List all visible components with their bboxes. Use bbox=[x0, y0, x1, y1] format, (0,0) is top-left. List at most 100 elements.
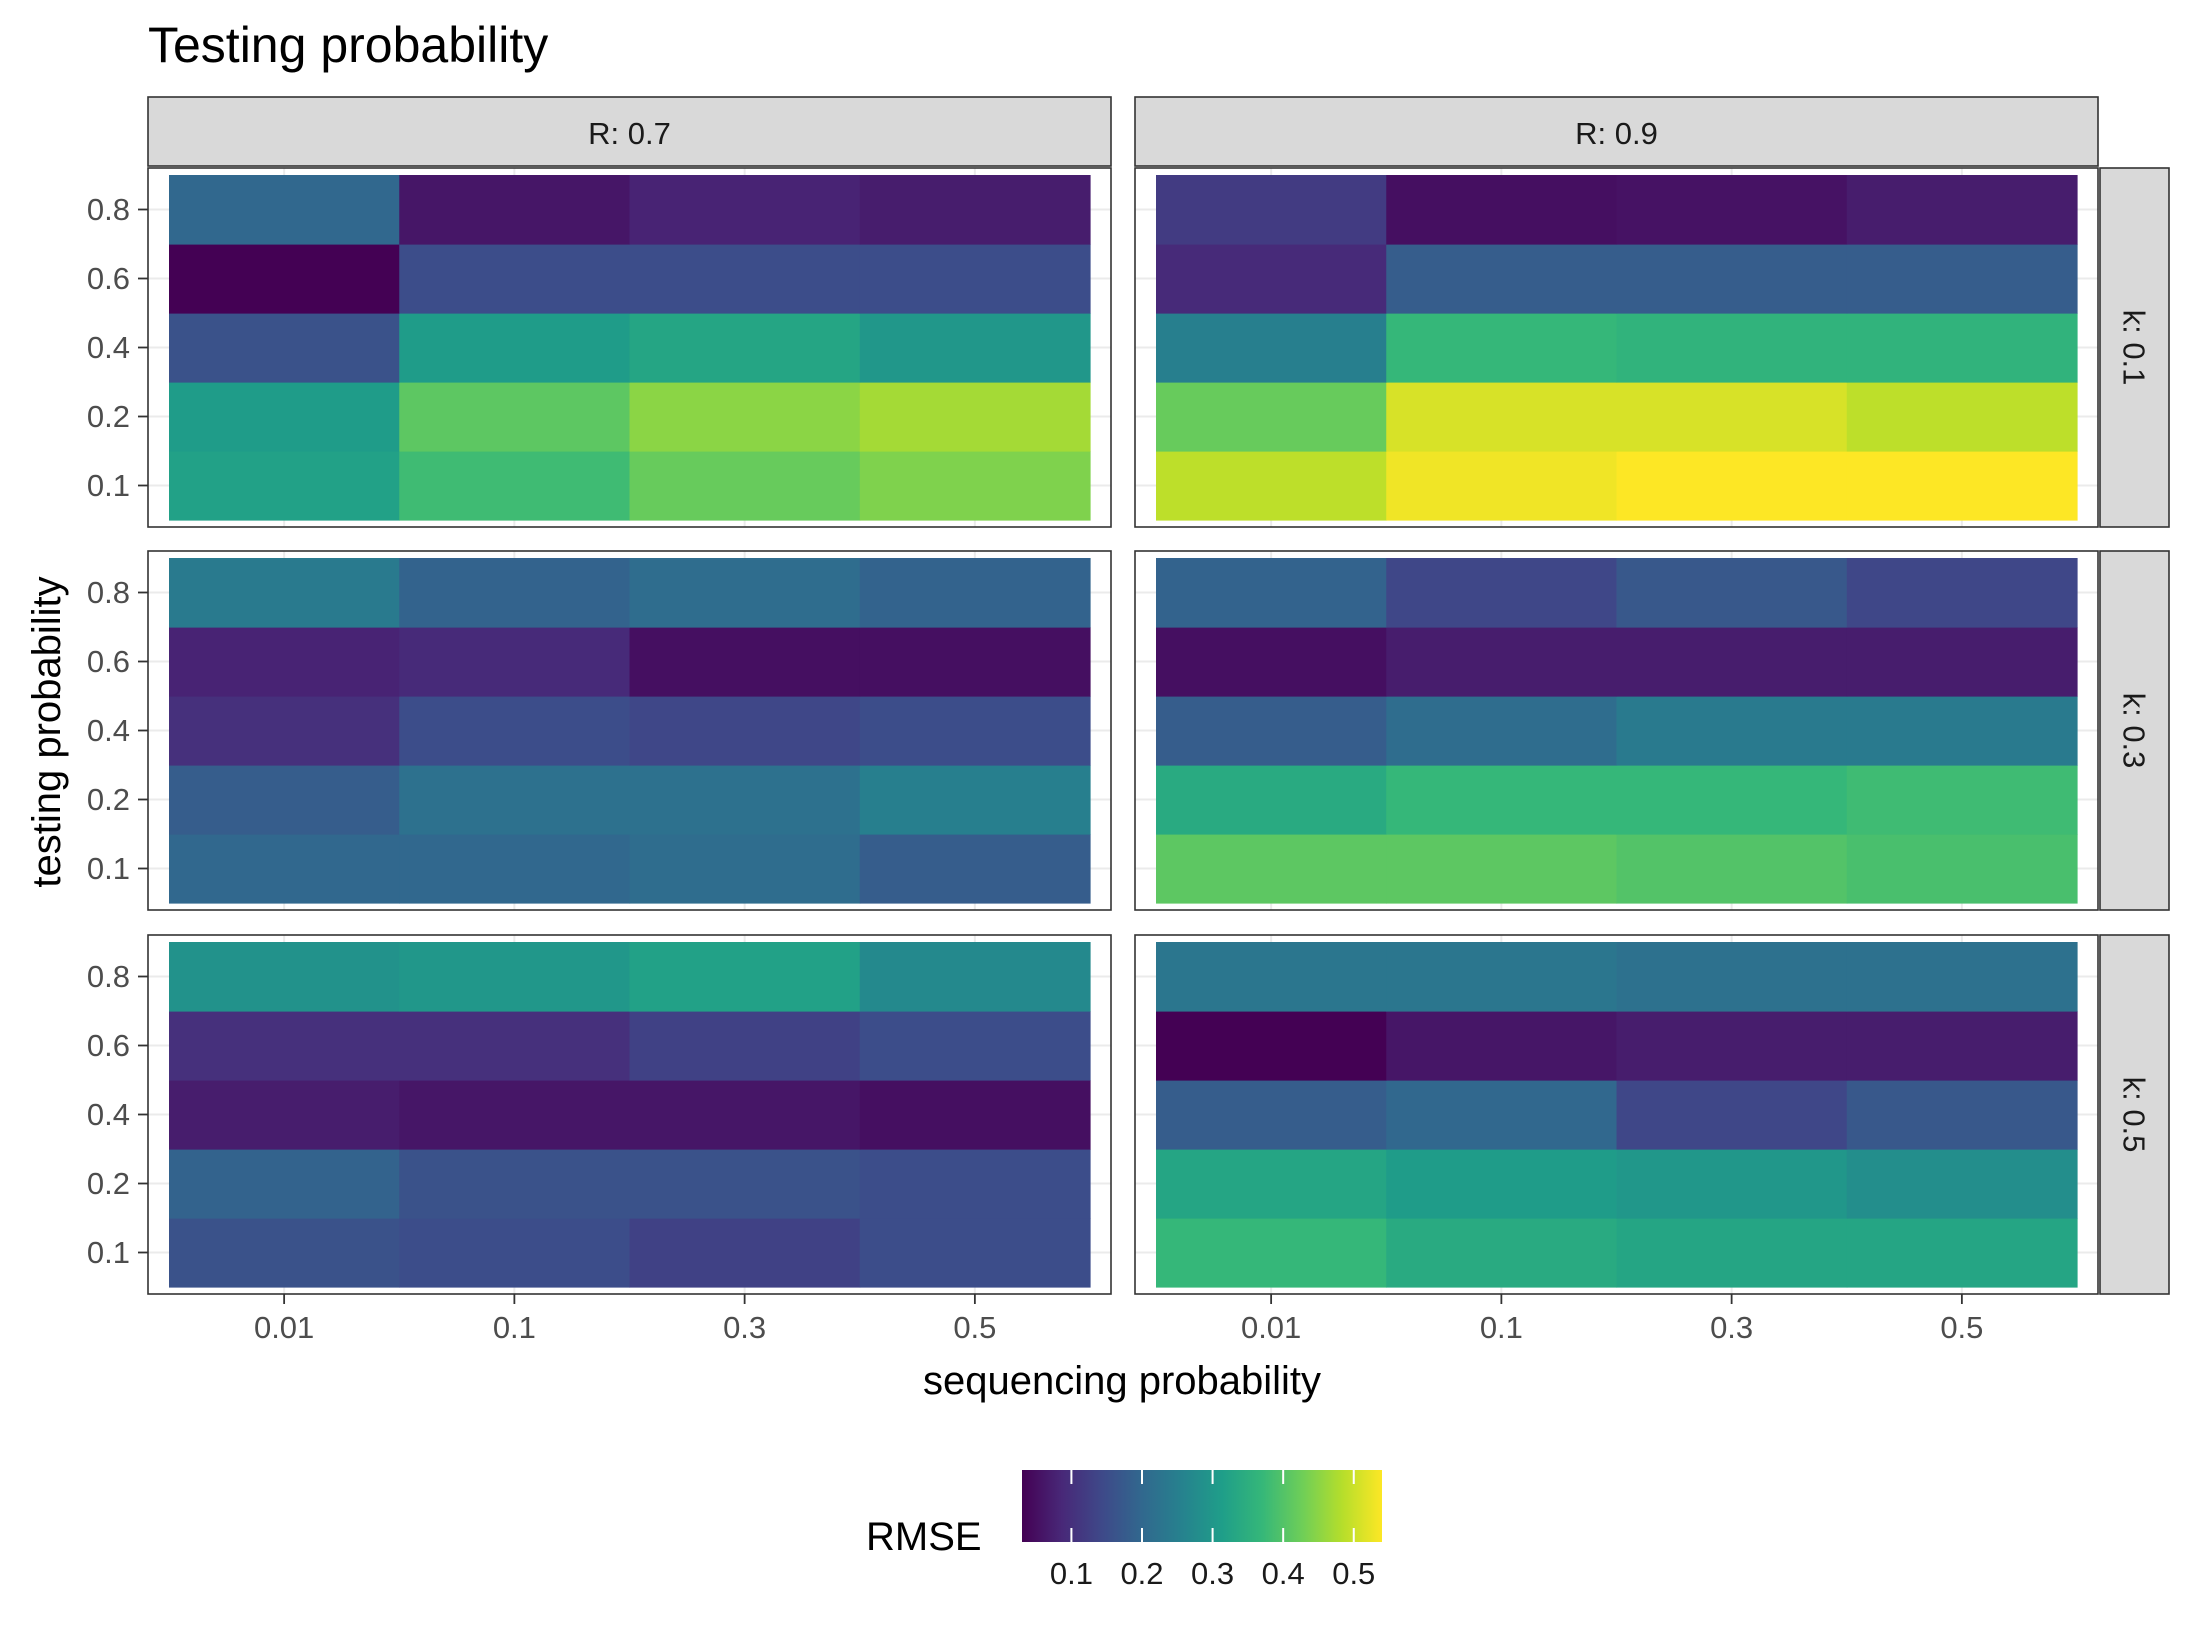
y-tick-label: 0.2 bbox=[87, 399, 130, 434]
heatmap-tile bbox=[1846, 834, 2078, 904]
heatmap-tile bbox=[629, 244, 861, 314]
y-tick-label: 0.6 bbox=[87, 644, 130, 679]
heatmap-tile bbox=[399, 834, 631, 904]
heatmap-tile bbox=[1386, 1011, 1618, 1081]
heatmap-tile bbox=[1846, 1080, 2078, 1150]
heatmap-tile bbox=[629, 1149, 861, 1219]
heatmap-tile bbox=[169, 696, 400, 766]
heatmap-tile bbox=[629, 834, 861, 904]
heatmap-tile bbox=[1156, 175, 1387, 245]
heatmap-tile bbox=[629, 627, 861, 697]
facet-strip-r-0-9 bbox=[1134, 96, 2099, 167]
heatmap-tile bbox=[1846, 942, 2078, 1012]
y-tick-label: 0.1 bbox=[87, 851, 130, 886]
heatmap-tile bbox=[629, 451, 861, 521]
heatmap-tile bbox=[859, 1080, 1091, 1150]
heatmap-tile bbox=[1386, 1149, 1618, 1219]
heatmap-tile bbox=[1386, 558, 1618, 628]
heatmap-tile bbox=[169, 942, 400, 1012]
heatmap-tile bbox=[399, 175, 631, 245]
y-tick-label: 0.4 bbox=[87, 713, 130, 748]
heatmap-tile bbox=[1846, 765, 2078, 835]
heatmap-tile bbox=[1156, 627, 1387, 697]
heatmap-tile bbox=[629, 313, 861, 383]
heatmap-tile bbox=[1616, 382, 1848, 452]
legend-tick-label: 0.1 bbox=[1050, 1556, 1093, 1591]
heatmap-tile bbox=[169, 1080, 400, 1150]
heatmap-tile bbox=[169, 451, 400, 521]
heatmap-tile bbox=[399, 765, 631, 835]
heatmap-tile bbox=[169, 1149, 400, 1219]
heatmap-tile bbox=[1846, 313, 2078, 383]
facet-strip-label: k: 0.3 bbox=[2117, 693, 2152, 769]
heatmap-tile bbox=[169, 313, 400, 383]
heatmap-tile bbox=[629, 1080, 861, 1150]
x-tick-label: 0.3 bbox=[723, 1310, 766, 1345]
heatmap-tile bbox=[1386, 451, 1618, 521]
heatmap-tile bbox=[859, 558, 1091, 628]
heatmap-panel bbox=[1134, 550, 2099, 911]
x-tick-label: 0.5 bbox=[953, 1310, 996, 1345]
heatmap-tile bbox=[629, 1011, 861, 1081]
heatmap-tile bbox=[859, 382, 1091, 452]
heatmap-tile bbox=[1156, 1149, 1387, 1219]
x-tick-label: 0.1 bbox=[493, 1310, 536, 1345]
heatmap-tile bbox=[1386, 765, 1618, 835]
legend-tick-label: 0.2 bbox=[1120, 1556, 1163, 1591]
heatmap-tile bbox=[859, 942, 1091, 1012]
x-tick-label: 0.01 bbox=[1241, 1310, 1301, 1345]
heatmap-tile bbox=[399, 1011, 631, 1081]
heatmap-tile bbox=[1386, 834, 1618, 904]
heatmap-tile bbox=[859, 451, 1091, 521]
heatmap-tile bbox=[1156, 696, 1387, 766]
heatmap-tile bbox=[1616, 765, 1848, 835]
heatmap-tile bbox=[1616, 451, 1848, 521]
heatmap-tile bbox=[1386, 696, 1618, 766]
facet-strip-k-0-5 bbox=[2099, 934, 2170, 1295]
legend-tick-label: 0.4 bbox=[1262, 1556, 1305, 1591]
heatmap-tile bbox=[1386, 1080, 1618, 1150]
heatmap-tile bbox=[1386, 175, 1618, 245]
heatmap-tile bbox=[399, 382, 631, 452]
heatmap-tile bbox=[1616, 175, 1848, 245]
heatmap-tile bbox=[1156, 558, 1387, 628]
heatmap-tile bbox=[629, 696, 861, 766]
panel-border bbox=[1134, 550, 2099, 911]
y-tick-label: 0.6 bbox=[87, 261, 130, 296]
x-tick-label: 0.01 bbox=[254, 1310, 314, 1345]
heatmap-tile bbox=[629, 175, 861, 245]
heatmap-tile bbox=[629, 382, 861, 452]
y-tick-label: 0.8 bbox=[87, 959, 130, 994]
heatmap-tile bbox=[1616, 942, 1848, 1012]
heatmap-panel bbox=[147, 550, 1112, 911]
x-tick-label: 0.1 bbox=[1480, 1310, 1523, 1345]
heatmap-tile bbox=[629, 558, 861, 628]
color-legend: RMSE 0.1 0.2 0.3 0.4 0.5 bbox=[866, 1470, 1382, 1591]
heatmap-panel bbox=[147, 167, 1112, 528]
facet-strip-k-0-1 bbox=[2099, 167, 2170, 528]
heatmap-tile bbox=[399, 244, 631, 314]
heatmap-tile bbox=[1846, 627, 2078, 697]
heatmap-tile bbox=[169, 627, 400, 697]
heatmap-tile bbox=[629, 765, 861, 835]
x-tick-label: 0.5 bbox=[1940, 1310, 1983, 1345]
heatmap-tile bbox=[1616, 627, 1848, 697]
heatmap-tile bbox=[1386, 382, 1618, 452]
heatmap-tile bbox=[169, 1011, 400, 1081]
heatmap-tile bbox=[859, 1218, 1091, 1288]
heatmap-tile bbox=[859, 834, 1091, 904]
facet-strip-label: k: 0.5 bbox=[2117, 1077, 2152, 1153]
heatmap-tile bbox=[1156, 1011, 1387, 1081]
heatmap-tile bbox=[1846, 1218, 2078, 1288]
y-tick-label: 0.8 bbox=[87, 575, 130, 610]
chart-title: Testing probability bbox=[148, 17, 548, 73]
heatmap-tile bbox=[1386, 942, 1618, 1012]
heatmap-tile bbox=[1846, 175, 2078, 245]
heatmap-tile bbox=[1846, 696, 2078, 766]
heatmap-tile bbox=[859, 175, 1091, 245]
heatmap-tile bbox=[169, 244, 400, 314]
heatmap-panel bbox=[1134, 934, 2099, 1295]
heatmap-tile bbox=[169, 834, 400, 904]
legend-tick-label: 0.5 bbox=[1332, 1556, 1375, 1591]
heatmap-tile bbox=[399, 1080, 631, 1150]
